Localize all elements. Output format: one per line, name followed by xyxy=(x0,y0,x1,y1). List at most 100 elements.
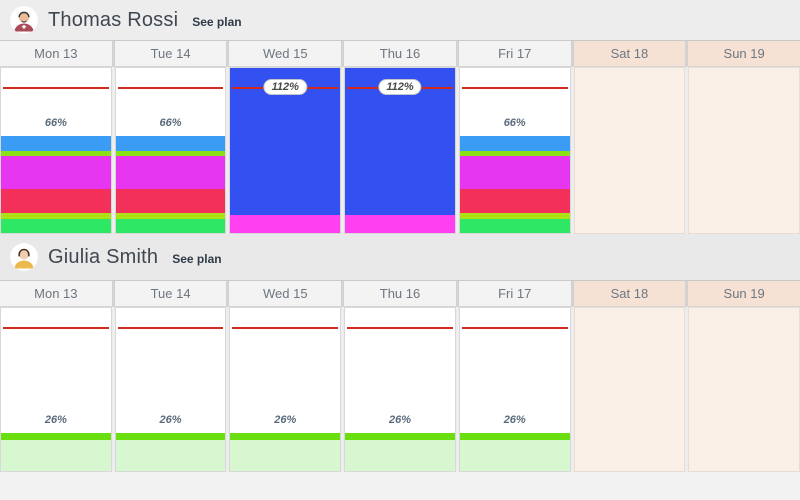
allocation-segment[interactable] xyxy=(459,440,570,471)
allocation-segment[interactable] xyxy=(1,432,111,441)
allocation-bar[interactable] xyxy=(459,136,570,233)
capacity-100-line xyxy=(117,87,224,89)
day-header-row: Mon 13 Tue 14 Wed 15 Thu 16 Fri 17 Sat 18 Sun … xyxy=(0,40,800,67)
allocation-segment[interactable] xyxy=(1,189,111,213)
allocation-bar[interactable] xyxy=(345,432,455,471)
utilization-percent-label: 26% xyxy=(503,413,526,426)
schedule-cell-sun-19 xyxy=(688,67,800,234)
person-section-giulia-smith: Giulia Smith See plan Mon 13 Tue 14 Wed 15… xyxy=(0,234,800,472)
day-header-wed-15: Wed 15 xyxy=(229,41,342,66)
utilization-percent-label: 26% xyxy=(388,413,411,426)
capacity-100-line xyxy=(3,87,109,89)
allocation-segment[interactable] xyxy=(115,136,226,152)
allocation-segment[interactable] xyxy=(459,189,570,213)
allocation-bar[interactable] xyxy=(1,432,111,471)
allocation-segment[interactable] xyxy=(345,432,455,441)
allocation-segment[interactable] xyxy=(459,218,570,233)
day-header-row: Mon 13 Tue 14 Wed 15 Thu 16 Fri 17 Sat 18 Sun … xyxy=(0,280,800,307)
utilization-percent-label: 26% xyxy=(274,413,297,426)
person-section-thomas-rossi: Thomas Rossi See plan Mon 13 Tue 14 Wed 15… xyxy=(0,0,800,234)
allocation-segment[interactable] xyxy=(115,155,226,190)
day-header-sat-18: Sat 18 xyxy=(573,281,686,306)
schedule-cell-fri-17[interactable]: 66% xyxy=(458,67,571,234)
allocation-segment[interactable] xyxy=(115,440,226,471)
utilization-percent-label: 66% xyxy=(503,116,526,129)
allocation-segment[interactable] xyxy=(230,440,341,471)
person-avatar xyxy=(10,6,38,34)
capacity-100-line xyxy=(117,327,224,329)
schedule-cell-tue-14[interactable]: 66% xyxy=(114,67,227,234)
utilization-percent-label: 66% xyxy=(159,116,182,129)
day-header-sun-19: Sun 19 xyxy=(688,41,800,66)
day-header-thu-16: Thu 16 xyxy=(344,41,456,66)
person-avatar xyxy=(10,243,38,271)
allocation-segment[interactable] xyxy=(1,218,111,233)
allocation-segment[interactable] xyxy=(230,432,341,441)
schedule-cell-sun-19 xyxy=(688,307,800,472)
schedule-cell-wed-15[interactable]: 112% xyxy=(229,67,342,234)
day-header-sun-19: Sun 19 xyxy=(688,281,800,306)
person-name: Giulia Smith xyxy=(48,245,159,268)
day-header-wed-15: Wed 15 xyxy=(229,281,342,306)
allocation-segment[interactable] xyxy=(115,432,226,441)
day-header-tue-14: Tue 14 xyxy=(114,41,227,66)
schedule-cell-thu-16[interactable]: 26% xyxy=(344,307,456,472)
allocation-bar[interactable] xyxy=(1,136,111,233)
allocation-segment[interactable] xyxy=(115,212,226,219)
allocation-segment[interactable] xyxy=(1,212,111,219)
allocation-segment[interactable] xyxy=(345,440,455,471)
footer-strip xyxy=(0,472,800,500)
day-header-mon-13: Mon 13 xyxy=(0,41,112,66)
utilization-percent-label: 112% xyxy=(378,79,422,95)
day-header-mon-13: Mon 13 xyxy=(0,281,112,306)
schedule-cell-wed-15[interactable]: 26% xyxy=(229,307,342,472)
man-avatar-icon xyxy=(10,6,38,34)
schedule-cell-mon-13[interactable]: 66% xyxy=(0,67,112,234)
day-header-tue-14: Tue 14 xyxy=(114,281,227,306)
capacity-100-line xyxy=(3,327,109,329)
capacity-100-line xyxy=(461,87,568,89)
allocation-segment[interactable] xyxy=(115,189,226,213)
allocation-segment[interactable] xyxy=(1,136,111,152)
schedule-cell-thu-16[interactable]: 112% xyxy=(344,67,456,234)
utilization-percent-label: 112% xyxy=(263,79,307,95)
allocation-segment[interactable] xyxy=(1,440,111,471)
person-header-row: Thomas Rossi See plan xyxy=(0,0,800,40)
schedule-cell-sat-18 xyxy=(573,307,686,472)
schedule-cell-tue-14[interactable]: 26% xyxy=(114,307,227,472)
schedule-cell-sat-18 xyxy=(573,67,686,234)
allocation-segment[interactable] xyxy=(230,215,341,233)
utilization-percent-label: 26% xyxy=(44,413,67,426)
person-name: Thomas Rossi xyxy=(48,8,179,31)
capacity-100-line xyxy=(347,327,453,329)
day-header-fri-17: Fri 17 xyxy=(458,41,571,66)
person-avatar-icon xyxy=(10,243,38,271)
allocation-bar[interactable] xyxy=(115,432,226,471)
allocation-segment[interactable] xyxy=(1,151,111,156)
allocation-segment[interactable] xyxy=(1,155,111,190)
allocation-segment[interactable] xyxy=(459,136,570,152)
capacity-100-line xyxy=(232,327,339,329)
allocation-segment[interactable] xyxy=(115,151,226,156)
day-header-fri-17: Fri 17 xyxy=(458,281,571,306)
allocation-segment[interactable] xyxy=(345,215,455,233)
allocation-bar[interactable] xyxy=(115,136,226,233)
schedule-cell-mon-13[interactable]: 26% xyxy=(0,307,112,472)
see-plan-link[interactable]: See plan xyxy=(172,252,222,266)
utilization-percent-label: 26% xyxy=(159,413,182,426)
allocation-segment[interactable] xyxy=(115,218,226,233)
allocation-bar[interactable] xyxy=(230,432,341,471)
allocation-segment[interactable] xyxy=(459,432,570,441)
day-header-thu-16: Thu 16 xyxy=(344,281,456,306)
schedule-cell-fri-17[interactable]: 26% xyxy=(458,307,571,472)
day-cells-row: 66% 66% 112% 112% 66% xyxy=(0,67,800,234)
person-header-row: Giulia Smith See plan xyxy=(0,234,800,280)
capacity-100-line xyxy=(461,327,568,329)
allocation-segment[interactable] xyxy=(459,155,570,190)
day-cells-row: 26% 26% 26% 26% 26% xyxy=(0,307,800,472)
see-plan-link[interactable]: See plan xyxy=(192,15,242,29)
allocation-bar[interactable] xyxy=(459,432,570,471)
utilization-percent-label: 66% xyxy=(44,116,67,129)
allocation-segment[interactable] xyxy=(459,151,570,156)
allocation-segment[interactable] xyxy=(459,212,570,219)
